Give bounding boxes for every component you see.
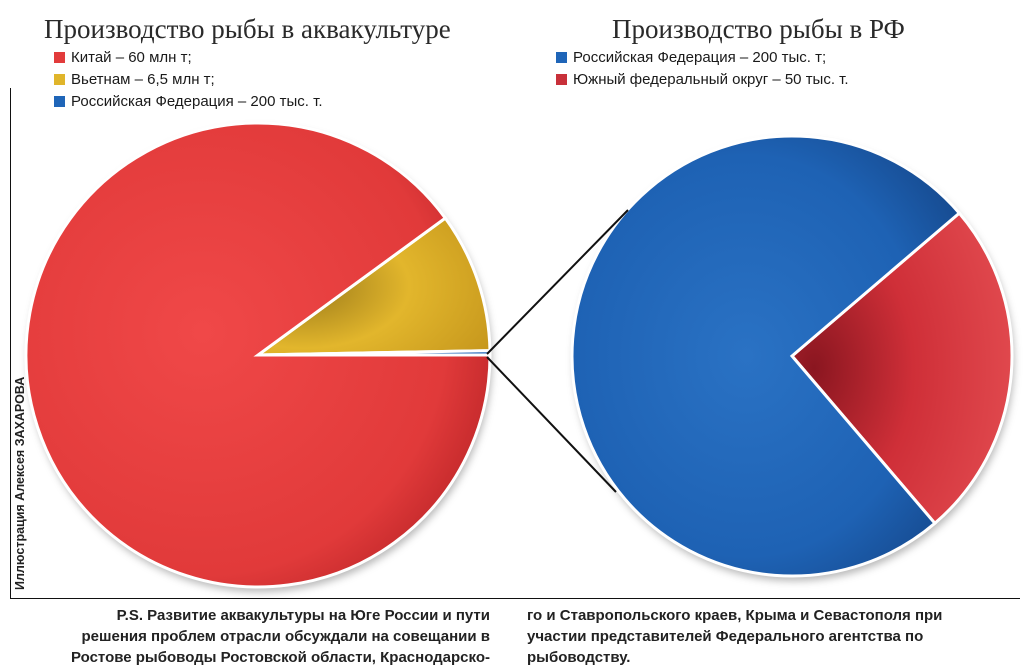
legend-item-russia: Российская Федерация – 200 тыс. т. [54, 90, 323, 112]
legend-swatch-vietnam [54, 73, 65, 85]
pie-slice-российская-федерация [570, 134, 962, 578]
legend-swatch-russia [54, 95, 65, 107]
legend-aquaculture: Китай – 60 млн т; Вьетнам – 6,5 млн т; Р… [54, 46, 323, 112]
caption-line: рыбоводству. [527, 649, 631, 666]
caption-column-left: P.S. Развитие аквакультуры на Юге России… [10, 605, 490, 668]
legend-swatch-southern-district [556, 73, 567, 85]
pie-slice-вьетнам [253, 216, 492, 357]
caption-line: го и Ставропольского краев, Крыма и Сева… [527, 607, 943, 624]
caption-line: участии представителей Федерального аген… [527, 628, 924, 645]
chart-title-aquaculture: Производство рыбы в аквакультуре [44, 14, 451, 44]
legend-label-china: Китай – 60 млн т; [71, 48, 192, 66]
legend-swatch-china [54, 51, 65, 63]
chart-title-russia: Производство рыбы в РФ [612, 14, 905, 44]
legend-label-russia: Российская Федерация – 200 тыс. т. [71, 92, 323, 110]
caption-line: решения проблем отрасли обсуждали на сов… [81, 628, 491, 645]
pie-charts [24, 121, 1014, 589]
pie-aquaculture [24, 121, 492, 589]
pie-slice-южный-федеральный-округ [789, 211, 1014, 526]
legend-item-russian-federation: Российская Федерация – 200 тыс. т; [556, 46, 849, 68]
legend-item-vietnam: Вьетнам – 6,5 млн т; [54, 68, 323, 90]
legend-item-southern-district: Южный федеральный округ – 50 тыс. т. [556, 68, 849, 90]
legend-item-china: Китай – 60 млн т; [54, 46, 323, 68]
connector-line-bottom [486, 356, 617, 493]
pie-slice-китай [24, 121, 492, 589]
pie-russia-production [570, 134, 1014, 578]
legend-swatch-russian-federation [556, 51, 567, 63]
frame-line-left [10, 88, 11, 598]
connector-line-top [486, 209, 629, 355]
illustration-credit: Иллюстрация Алексея ЗАХАРОВА [13, 376, 27, 590]
frame-line-bottom [10, 598, 1020, 599]
caption-line: P.S. Развитие аквакультуры на Юге России… [116, 607, 490, 624]
caption-line: Ростове рыбоводы Ростовской области, Кра… [70, 649, 490, 666]
legend-russia-production: Российская Федерация – 200 тыс. т; Южный… [556, 46, 849, 90]
caption-column-right: го и Ставропольского краев, Крыма и Сева… [527, 605, 1007, 668]
legend-label-vietnam: Вьетнам – 6,5 млн т; [71, 70, 215, 88]
legend-label-southern-district: Южный федеральный округ – 50 тыс. т. [573, 70, 849, 88]
legend-label-russian-federation: Российская Федерация – 200 тыс. т; [573, 48, 827, 66]
